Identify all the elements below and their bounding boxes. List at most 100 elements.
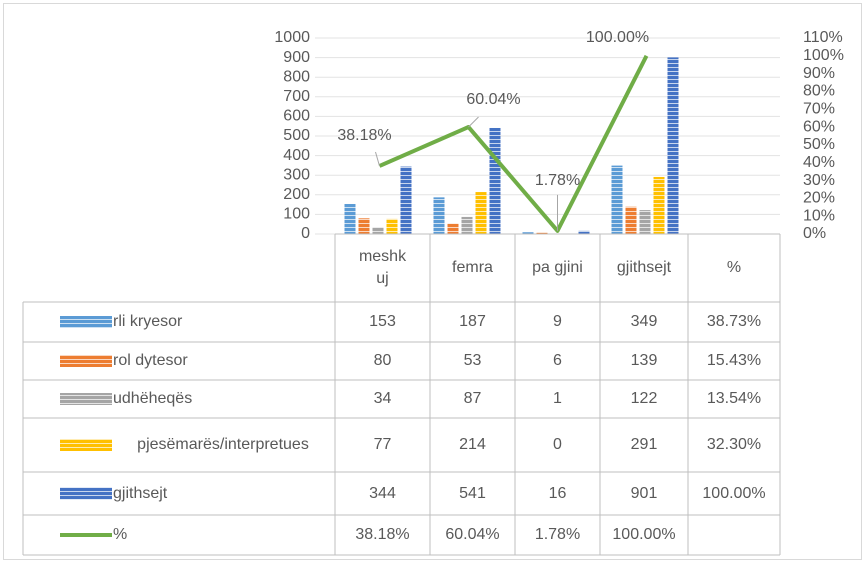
x-tick-label: gjithsejt xyxy=(600,234,688,302)
table-value: 53 xyxy=(430,342,515,380)
bar xyxy=(578,230,590,234)
y-tick-label: 300 xyxy=(283,166,310,183)
table-value: 9 xyxy=(515,302,600,342)
y2-tick-label: 30% xyxy=(803,172,835,189)
x-tick-label: meshkuj xyxy=(335,234,430,302)
data-label: 100.00% xyxy=(586,29,649,46)
y-tick-label: 500 xyxy=(283,127,310,144)
legend-label-text: rli kryesor xyxy=(113,313,183,330)
legend-key xyxy=(60,439,112,451)
table-value: 541 xyxy=(430,472,515,515)
leader-line xyxy=(375,151,380,167)
table-value-text: 9 xyxy=(553,313,562,330)
legend-label: rli kryesor xyxy=(113,302,333,342)
table-value: 80 xyxy=(335,342,430,380)
table-value-text: 80 xyxy=(373,352,392,369)
table-value: 13.54% xyxy=(688,380,780,418)
y2-tick-label: 110% xyxy=(803,29,843,46)
x-tick-label-text: gjithsejt xyxy=(616,259,672,276)
table-value-text: 214 xyxy=(459,436,486,453)
bar xyxy=(344,204,356,234)
table-value-text: 122 xyxy=(630,390,658,407)
table-value-text: 60.04% xyxy=(445,526,500,543)
table-value-text: 344 xyxy=(369,484,396,502)
y2-tick-label: 40% xyxy=(803,154,835,171)
bar xyxy=(433,197,445,234)
table-value-text: 38.18% xyxy=(355,526,410,543)
legend-label: pjesëmarës/interpretues xyxy=(113,418,333,472)
y2-tick-label: 80% xyxy=(803,83,835,100)
table-value-text: 1.78% xyxy=(534,526,581,543)
y-tick-label: 400 xyxy=(283,147,310,164)
bar xyxy=(489,127,501,234)
y2-tick-label: 60% xyxy=(803,118,835,135)
table-value: 87 xyxy=(430,380,515,418)
bar xyxy=(522,232,534,234)
table-value-text: 0 xyxy=(553,436,562,453)
table-value: 1 xyxy=(515,380,600,418)
bar xyxy=(653,176,665,234)
table-value-text: 541 xyxy=(459,484,486,502)
bar xyxy=(372,227,384,234)
y-tick-label: 100 xyxy=(283,206,310,223)
legend-key xyxy=(60,393,112,405)
y-tick-label: 900 xyxy=(283,49,310,66)
table-value-text: 291 xyxy=(630,436,658,453)
table-value: 901 xyxy=(600,472,688,515)
legend-label: rol dytesor xyxy=(113,342,333,380)
table-value: 0 xyxy=(515,418,600,472)
table-value-text: 901 xyxy=(630,484,658,502)
bar xyxy=(475,192,487,234)
table-value: 38.18% xyxy=(335,515,430,555)
table-value: 32.30% xyxy=(688,418,780,472)
table-value: 100.00% xyxy=(688,472,780,515)
chart-border xyxy=(3,3,862,560)
table-value-text: 153 xyxy=(369,313,396,330)
table-value-text: 38.73% xyxy=(706,313,762,330)
table-value: 344 xyxy=(335,472,430,515)
bar xyxy=(461,216,473,234)
table-value-text: 349 xyxy=(630,313,658,330)
data-label: 1.78% xyxy=(535,172,580,189)
y-tick-label: 0 xyxy=(301,225,310,242)
bar xyxy=(667,57,679,235)
table-value-text: 16 xyxy=(548,484,567,502)
table-value-text: 1 xyxy=(553,390,562,407)
table-value: 153 xyxy=(335,302,430,342)
table-value: 1.78% xyxy=(515,515,600,555)
bar xyxy=(625,206,637,234)
y-tick-label: 1000 xyxy=(274,29,310,46)
legend-label-text: rol dytesor xyxy=(113,352,188,369)
legend-key xyxy=(60,487,112,500)
legend-key xyxy=(60,355,112,367)
legend-label: % xyxy=(113,515,333,555)
table-value: 100.00% xyxy=(600,515,688,555)
table-value-text: 187 xyxy=(459,313,486,330)
line xyxy=(378,54,649,233)
table-value-text: 32.30% xyxy=(706,436,762,453)
data-label: 38.18% xyxy=(337,127,391,144)
bar xyxy=(447,223,459,234)
legend-label: udhëheqës xyxy=(113,380,333,418)
y2-tick-label: 50% xyxy=(803,136,835,153)
x-tick-label-text: pa gjini xyxy=(532,259,583,276)
bar xyxy=(611,165,623,234)
y-tick-label: 600 xyxy=(283,108,310,125)
table-value-text: 6 xyxy=(553,352,562,369)
table-value: 187 xyxy=(430,302,515,342)
bar xyxy=(639,210,651,234)
legend-label-text: gjithsejt xyxy=(113,484,168,502)
x-tick-label: % xyxy=(688,234,780,302)
y2-tick-label: 20% xyxy=(803,190,835,207)
table-value: 38.73% xyxy=(688,302,780,342)
y2-tick-label: 70% xyxy=(803,100,835,117)
legend-label-text: % xyxy=(113,526,128,543)
x-tick-label-text: meshkuj xyxy=(358,248,407,287)
bar xyxy=(400,166,412,234)
table-value-text: 13.54% xyxy=(706,390,762,407)
legend-label-text: pjesëmarës/interpretues xyxy=(137,436,309,453)
y2-tick-label: 100% xyxy=(803,47,844,64)
table-value-text: 87 xyxy=(463,390,482,407)
bar xyxy=(386,218,398,234)
